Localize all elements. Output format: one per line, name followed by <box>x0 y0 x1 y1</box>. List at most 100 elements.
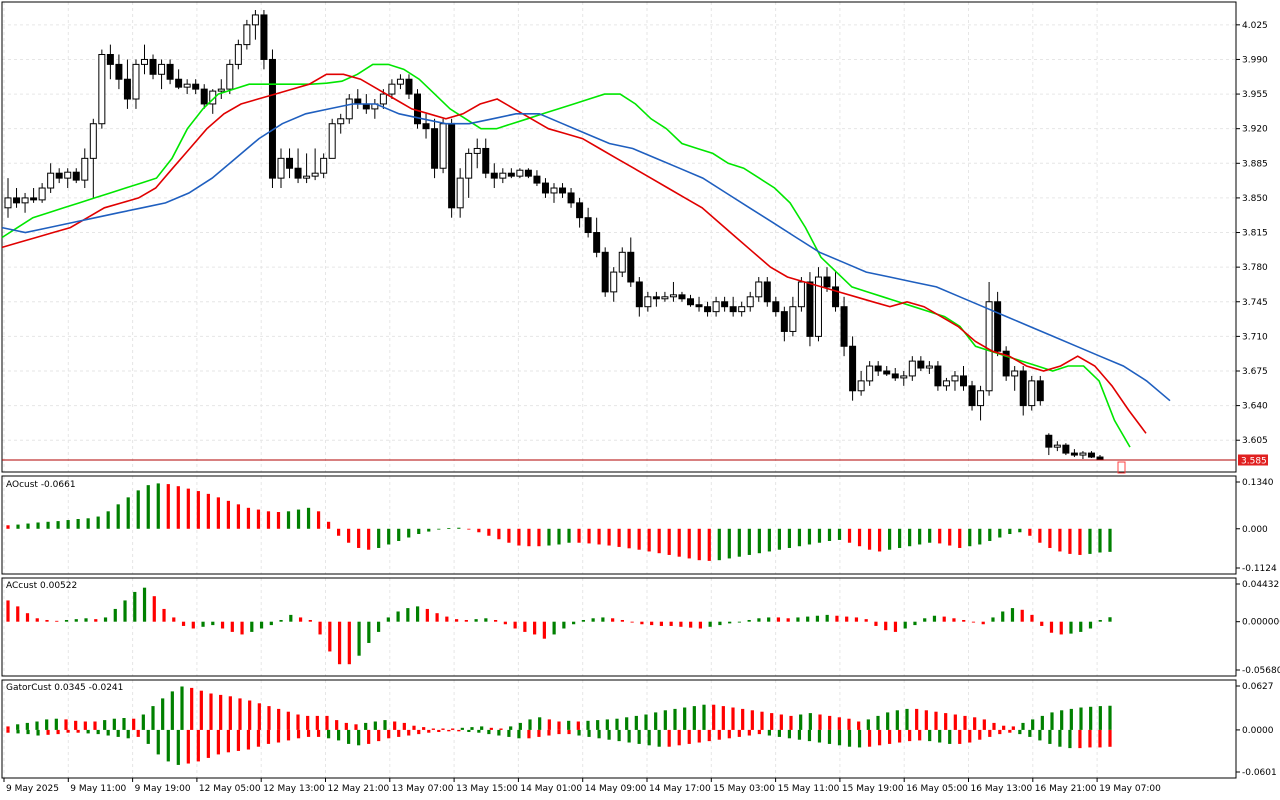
histogram-bar <box>557 528 561 545</box>
histogram-bar <box>577 729 581 736</box>
histogram-bar <box>467 729 471 733</box>
histogram-bar <box>864 619 868 622</box>
histogram-bar <box>96 729 100 735</box>
histogram-bar <box>25 722 29 730</box>
candle-body <box>499 172 507 179</box>
histogram-bar <box>1098 528 1102 553</box>
histogram-bar <box>116 504 120 529</box>
histogram-bar <box>387 528 391 545</box>
histogram-bar <box>236 504 241 529</box>
candle-body <box>251 14 259 26</box>
y-tick-label: 3.920 <box>1242 125 1268 135</box>
histogram-bar <box>497 528 501 540</box>
histogram-bar <box>576 721 580 730</box>
histogram-bar <box>16 724 20 730</box>
histogram-bar <box>407 528 411 538</box>
histogram-bar <box>637 528 641 550</box>
x-tick-label: 15 May 11:00 <box>778 784 840 794</box>
ac-indicator-panel[interactable]: ACcust 0.00522 <box>6 581 1112 665</box>
histogram-bar <box>982 719 986 730</box>
histogram-bar <box>386 617 390 622</box>
y-tick-label: -0.1124 <box>1242 564 1277 574</box>
candle-body <box>1079 452 1087 456</box>
x-tick-label: 19 May 07:00 <box>1099 784 1161 794</box>
histogram-bar <box>357 528 361 548</box>
histogram-bar <box>487 729 491 735</box>
histogram-bar <box>289 614 293 622</box>
candle-body <box>482 147 490 174</box>
histogram-bar <box>226 729 230 753</box>
ao-indicator-panel[interactable]: AOcust -0.0661 <box>6 480 1112 561</box>
candle-body <box>4 197 12 209</box>
histogram-bar <box>537 528 541 547</box>
y-tick-label: 3.990 <box>1242 55 1268 65</box>
candle-body <box>47 172 55 189</box>
histogram-bar <box>507 528 511 543</box>
histogram-bar <box>895 710 899 730</box>
histogram-bar <box>857 729 862 748</box>
histogram-bar <box>335 720 339 730</box>
histogram-bar <box>316 511 321 529</box>
histogram-bar <box>209 693 213 730</box>
histogram-bar <box>367 621 371 643</box>
x-tick-label: 9 May 11:00 <box>70 784 126 794</box>
candle-body <box>601 251 609 293</box>
histogram-bar <box>866 719 870 730</box>
candle-body <box>968 385 976 407</box>
candle-body <box>422 123 430 130</box>
histogram-bar <box>106 511 110 529</box>
histogram-bar <box>86 518 90 529</box>
histogram-bar <box>26 729 30 735</box>
histogram-bar <box>903 621 907 629</box>
candle-body <box>772 301 780 313</box>
histogram-bar <box>176 486 180 529</box>
histogram-bar <box>857 528 862 547</box>
histogram-bar <box>236 729 241 751</box>
histogram-bar <box>1108 705 1112 730</box>
histogram-bar <box>1018 528 1022 533</box>
histogram-bar <box>228 696 232 730</box>
candle-body <box>226 63 234 90</box>
x-tick-label: 15 May 03:00 <box>713 784 775 794</box>
histogram-bar <box>577 528 581 543</box>
histogram-bar <box>152 596 156 622</box>
histogram-bar <box>298 617 303 622</box>
histogram-bar <box>942 616 946 622</box>
histogram-bar <box>923 618 927 622</box>
histogram-bar <box>318 621 322 635</box>
price-panel[interactable] <box>1 10 1236 461</box>
histogram-bar <box>186 729 190 764</box>
histogram-bar <box>1031 719 1035 730</box>
histogram-bar <box>741 708 745 730</box>
price-axis: 4.025 3.990 3.955 3.920 3.885 3.850 3.815 3.780… <box>1236 21 1280 778</box>
histogram-bar <box>474 619 478 622</box>
histogram-bar <box>587 528 591 544</box>
x-tick-label: 16 May 05:00 <box>906 784 968 794</box>
y-tick-label: 3.710 <box>1242 332 1268 342</box>
histogram-bar <box>963 715 967 730</box>
candle-body <box>832 286 840 308</box>
histogram-bar <box>16 606 20 622</box>
y-tick-label: 0.000 <box>1242 525 1268 535</box>
candle-body <box>797 281 805 308</box>
candle-body <box>925 365 933 369</box>
candle-body <box>1045 434 1053 448</box>
histogram-bar <box>1011 726 1015 730</box>
histogram-bar <box>877 528 882 552</box>
histogram-bar <box>206 729 210 758</box>
candle-body <box>345 98 353 120</box>
candle-body <box>200 88 208 105</box>
histogram-bar <box>276 729 281 743</box>
histogram-bar <box>567 720 571 730</box>
histogram-bar <box>647 528 651 552</box>
y-tick-label: 0.0000 <box>1242 726 1274 736</box>
y-tick-label: 3.815 <box>1242 229 1268 239</box>
candle-body <box>192 83 200 90</box>
histogram-bar <box>932 615 937 622</box>
gator-indicator-panel[interactable]: GatorCust 0.0345 -0.0241 <box>6 683 1112 765</box>
histogram-bar <box>367 528 371 550</box>
y-tick-label: 0.1340 <box>1242 478 1274 488</box>
histogram-bar <box>431 728 435 730</box>
histogram-bar <box>373 721 377 730</box>
